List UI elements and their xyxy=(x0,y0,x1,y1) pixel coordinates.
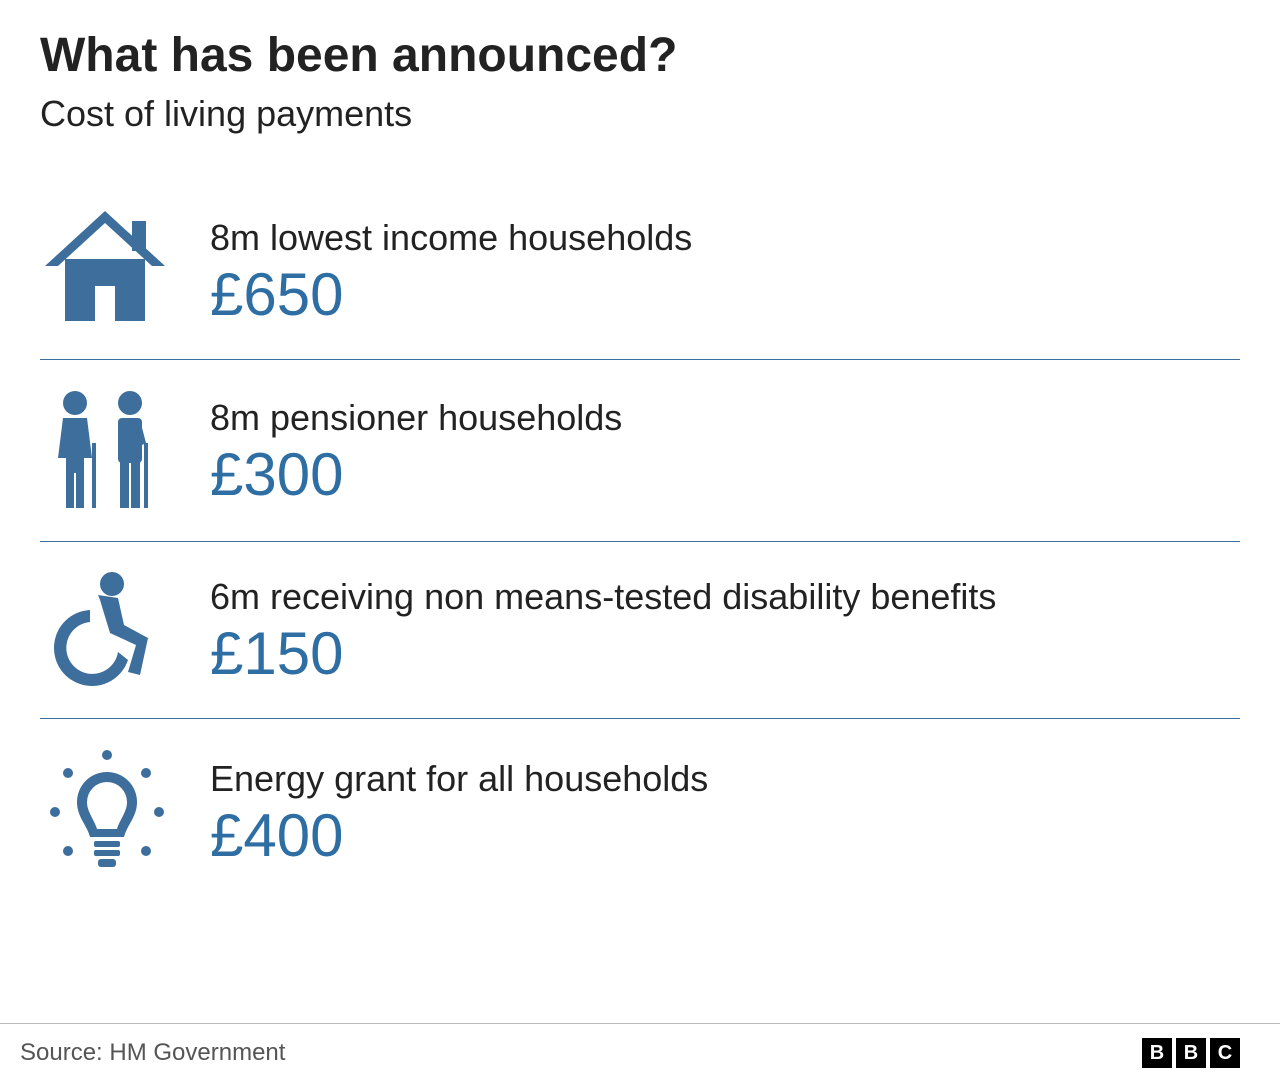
list-item: 6m receiving non means-tested disability… xyxy=(40,542,1240,719)
item-text: 8m lowest income households £650 xyxy=(210,217,1240,325)
list-item: 8m lowest income households £650 xyxy=(40,183,1240,360)
bbc-logo-letter: B xyxy=(1142,1038,1172,1068)
page-title: What has been announced? xyxy=(40,28,1240,83)
item-text: Energy grant for all households £400 xyxy=(210,758,1240,866)
item-label: 8m lowest income households xyxy=(210,217,1240,259)
bbc-logo-letter: B xyxy=(1176,1038,1206,1068)
pensioners-icon xyxy=(40,388,210,513)
lightbulb-icon xyxy=(40,747,210,877)
bbc-logo: B B C xyxy=(1142,1038,1240,1068)
bbc-logo-letter: C xyxy=(1210,1038,1240,1068)
item-label: 8m pensioner households xyxy=(210,397,1240,439)
item-value: £650 xyxy=(210,265,1240,325)
infographic-container: What has been announced? Cost of living … xyxy=(0,0,1280,905)
item-text: 8m pensioner households £300 xyxy=(210,397,1240,505)
item-text: 6m receiving non means-tested disability… xyxy=(210,576,1240,684)
item-value: £300 xyxy=(210,445,1240,505)
list-item: 8m pensioner households £300 xyxy=(40,360,1240,542)
house-icon xyxy=(40,211,210,331)
footer: Source: HM Government B B C xyxy=(0,1023,1280,1082)
list-item: Energy grant for all households £400 xyxy=(40,719,1240,905)
item-value: £150 xyxy=(210,624,1240,684)
item-value: £400 xyxy=(210,806,1240,866)
page-subtitle: Cost of living payments xyxy=(40,93,1240,135)
wheelchair-icon xyxy=(40,570,210,690)
item-label: Energy grant for all households xyxy=(210,758,1240,800)
source-text: Source: HM Government xyxy=(20,1039,285,1067)
item-label: 6m receiving non means-tested disability… xyxy=(210,576,1240,618)
